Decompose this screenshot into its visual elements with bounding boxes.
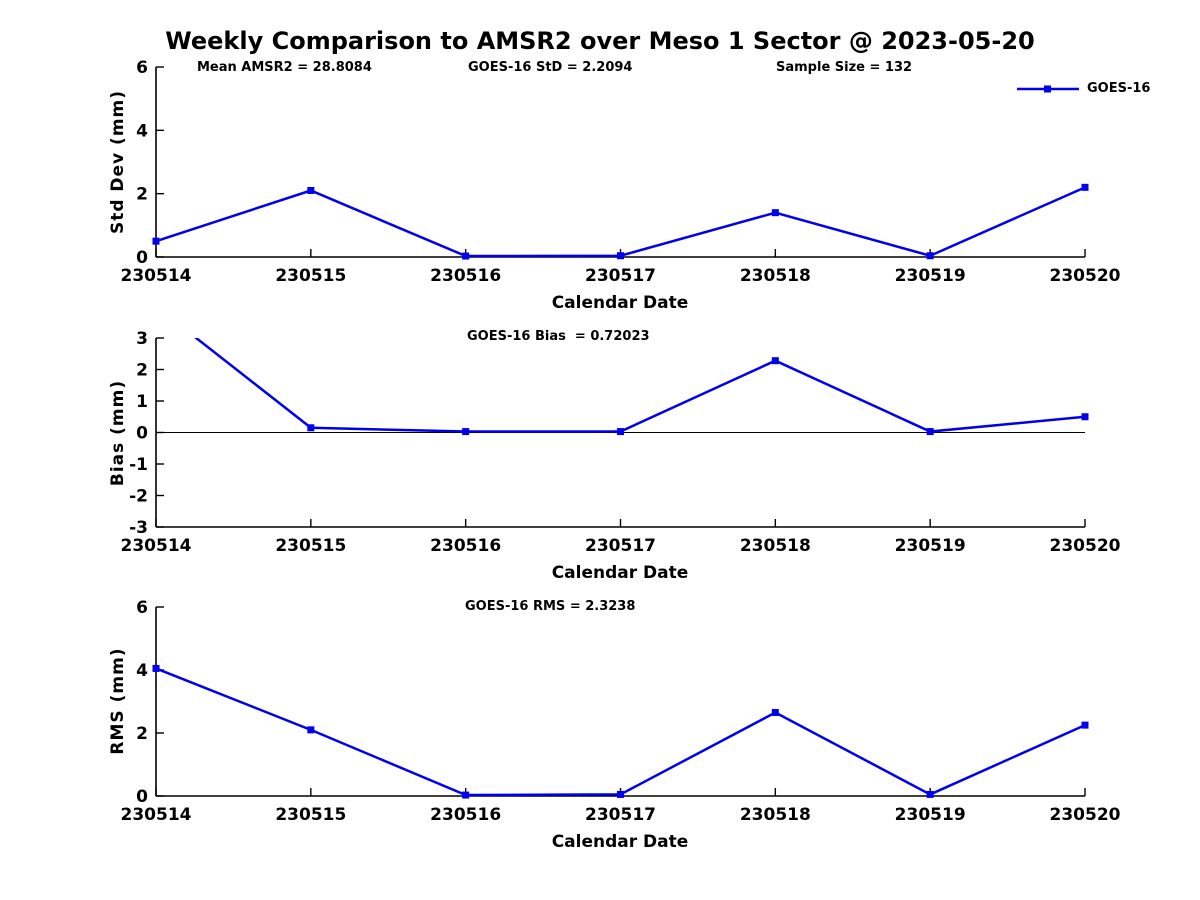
y-tick-label: -3: [129, 518, 148, 538]
legend-label: GOES-16: [1087, 81, 1151, 96]
stat-mean-amsr2: Mean AMSR2 = 28.8084: [197, 60, 372, 75]
x-tick-label: 230515: [275, 536, 346, 556]
y-tick-label: -1: [129, 455, 148, 475]
legend-line-sample-icon: [1017, 85, 1079, 92]
data-point-marker: [617, 790, 624, 798]
bias-data-line: [194, 338, 1086, 433]
data-point-marker: [462, 252, 470, 260]
data-point-marker: [1081, 183, 1089, 191]
y-tick-label: 3: [136, 329, 148, 349]
x-tick-label: 230520: [1050, 536, 1121, 556]
x-tick-label: 230514: [121, 266, 192, 286]
x-tick-label: 230516: [430, 805, 501, 825]
data-point-marker: [307, 726, 315, 734]
x-tick-label: 230520: [1050, 266, 1121, 286]
stddev-x-axis-label: Calendar Date: [551, 293, 689, 313]
x-tick-label: 230519: [895, 805, 966, 825]
data-point-marker: [771, 709, 779, 717]
y-tick-label: 6: [136, 598, 148, 618]
data-point-marker: [462, 791, 470, 799]
figure-title: Weekly Comparison to AMSR2 over Meso 1 S…: [165, 27, 1035, 55]
y-tick-label: 0: [136, 787, 148, 807]
y-tick-label: 4: [136, 121, 148, 141]
x-tick-label: 230516: [430, 536, 501, 556]
data-point-marker: [771, 209, 779, 217]
y-tick-label: -2: [129, 487, 148, 507]
x-tick-label: 230520: [1050, 805, 1121, 825]
std-dev-subplot: 230514 230515 230516 230517 230518 230519 2305…: [121, 58, 1121, 286]
rms-subplot-title: GOES-16 RMS = 2.3238: [465, 599, 636, 614]
x-tick-label: 230518: [740, 266, 811, 286]
legend-square-marker-icon: [1044, 85, 1051, 92]
data-point-marker: [1081, 721, 1089, 729]
data-point-marker: [771, 357, 779, 365]
y-tick-label: 2: [136, 361, 148, 381]
x-tick-label: 230517: [585, 805, 656, 825]
data-point-marker: [152, 664, 160, 672]
data-point-marker: [307, 424, 315, 432]
data-point-marker: [617, 252, 624, 260]
x-tick-label: 230515: [275, 266, 346, 286]
stat-goes-std: GOES-16 StD = 2.2094: [468, 60, 633, 75]
y-tick-label: 4: [136, 661, 148, 681]
x-tick-label: 230516: [430, 266, 501, 286]
x-tick-label: 230519: [895, 266, 966, 286]
y-tick-label: 0: [136, 248, 148, 268]
data-point-marker: [926, 790, 934, 798]
x-tick-label: 230515: [275, 805, 346, 825]
x-tick-label: 230518: [740, 805, 811, 825]
data-point-marker: [617, 428, 624, 436]
x-tick-label: 230519: [895, 536, 966, 556]
data-point-marker: [926, 428, 934, 436]
x-tick-label: 230518: [740, 536, 811, 556]
y-tick-label: 2: [136, 724, 148, 744]
y-tick-label: 0: [136, 424, 148, 444]
rms-data-line: [155, 667, 1086, 797]
stat-sample-size: Sample Size = 132: [776, 60, 913, 75]
x-tick-label: 230514: [121, 536, 192, 556]
y-tick-label: 2: [136, 185, 148, 205]
data-point-marker: [926, 252, 934, 260]
bias-x-axis-label: Calendar Date: [551, 563, 689, 583]
y-tick-label: 6: [136, 58, 148, 78]
x-tick-label: 230514: [121, 805, 192, 825]
std-dev-data-line: [155, 186, 1086, 258]
data-point-marker: [152, 237, 160, 245]
rms-x-axis-label: Calendar Date: [551, 832, 689, 852]
legend: GOES-16: [1016, 81, 1150, 96]
x-tick-label: 230517: [585, 266, 656, 286]
bias-subplot-title: GOES-16 Bias = 0.72023: [467, 329, 650, 344]
data-point-marker: [462, 428, 470, 436]
data-point-marker: [1081, 413, 1089, 421]
bias-subplot: 230514 230515 230516 230517 230518 230519 2305…: [121, 329, 1121, 556]
y-tick-label: 1: [136, 392, 148, 412]
rms-subplot: 230514 230515 230516 230517 230518 230519 2305…: [121, 598, 1121, 825]
data-point-marker: [307, 187, 315, 194]
x-tick-label: 230517: [585, 536, 656, 556]
